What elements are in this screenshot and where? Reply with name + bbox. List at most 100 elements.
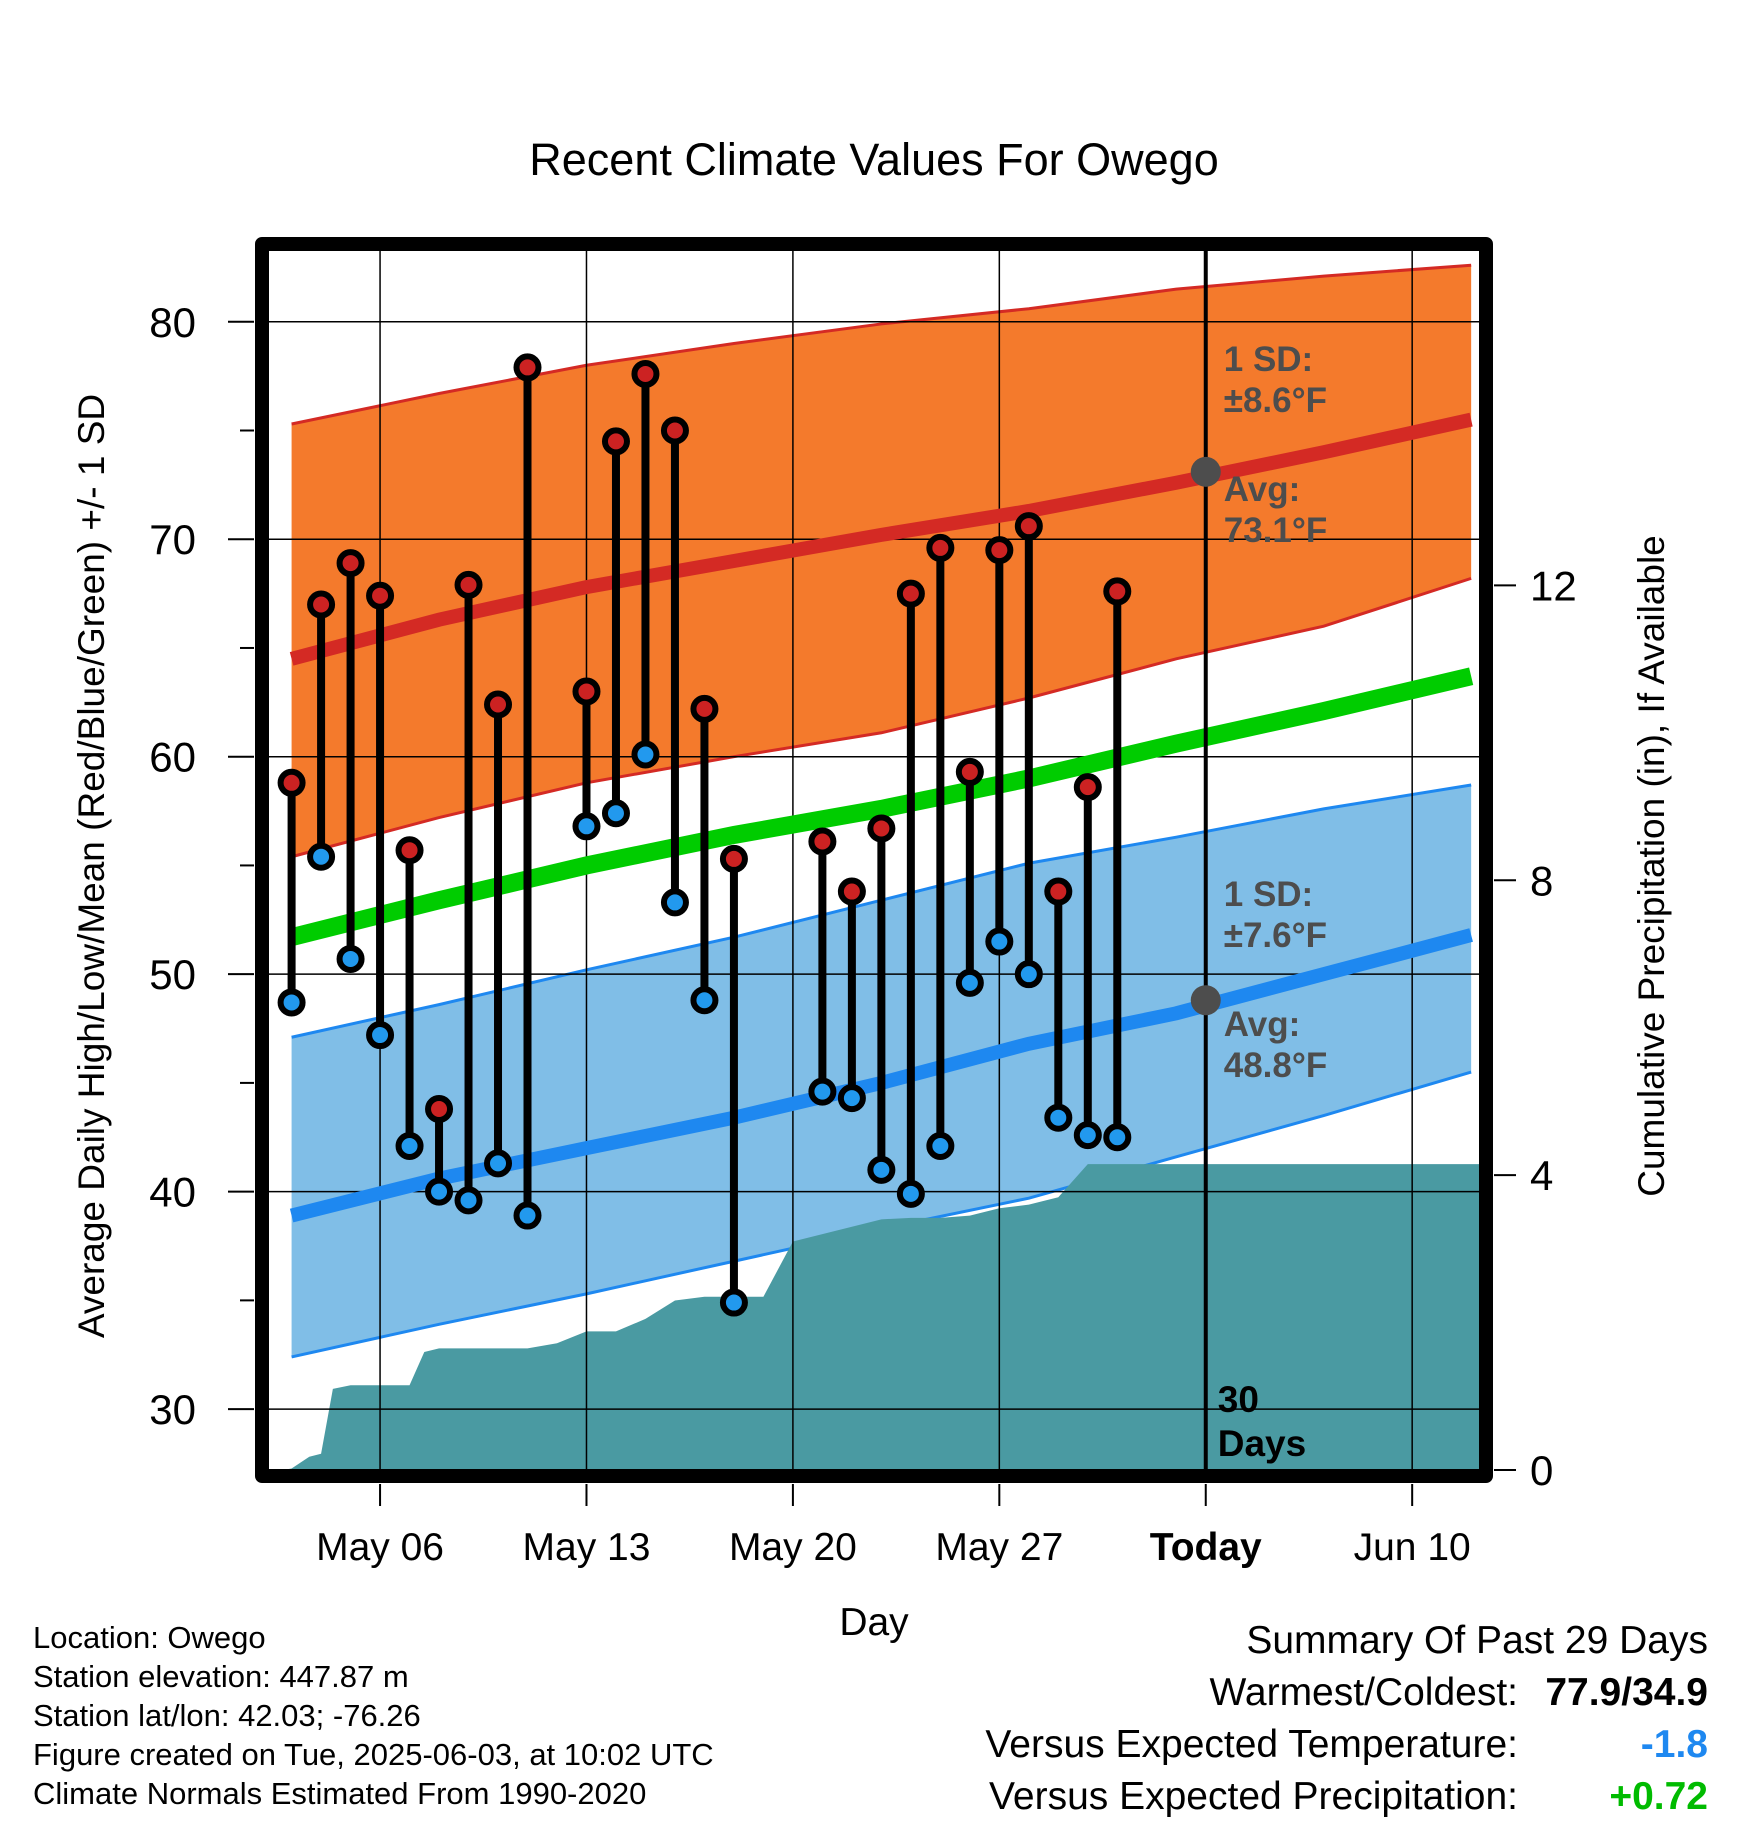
daily-high-point [837, 877, 866, 906]
daily-low-point [1103, 1123, 1132, 1152]
y2-tick-label: 4 [1530, 1152, 1553, 1199]
low-sd-annotation: 1 SD: ±7.6°F [1224, 875, 1327, 955]
x-tick-label: May 13 [523, 1526, 651, 1569]
daily-low-point [1014, 960, 1043, 989]
y-tick-label: 60 [149, 734, 196, 781]
daily-high-point [719, 844, 748, 873]
daily-low-point [631, 740, 660, 769]
y-axis-label: Average Daily High/Low/Mean (Red/Blue/Gr… [71, 394, 112, 1338]
daily-high-point [336, 549, 365, 578]
daily-high-point [867, 814, 896, 843]
daily-low-point [277, 988, 306, 1017]
y2-tick-label: 8 [1530, 857, 1553, 904]
daily-low-point [837, 1084, 866, 1113]
normals-text: Climate Normals Estimated From 1990-2020 [33, 1776, 647, 1811]
daily-low-point [896, 1179, 925, 1208]
mean-normal-line [289, 667, 1474, 946]
daily-low-point [1044, 1103, 1073, 1132]
y2-tick-label: 0 [1530, 1447, 1553, 1494]
chart-title: Recent Climate Values For Owego [529, 134, 1218, 185]
daily-low-point [926, 1131, 955, 1160]
daily-high-point [572, 677, 601, 706]
daily-low-point [808, 1077, 837, 1106]
y-tick-label: 50 [149, 951, 196, 998]
daily-high-point [454, 570, 483, 599]
daily-low-point [425, 1177, 454, 1206]
y-tick-label: 70 [149, 516, 196, 563]
temp-label: Versus Expected Temperature: [985, 1723, 1518, 1766]
high-band-edge [291, 576, 1472, 859]
daily-low-point [484, 1149, 513, 1178]
daily-low-point [1073, 1121, 1102, 1150]
station-info: Location: Owego Station elevation: 447.8… [33, 1618, 714, 1813]
precip-label: Versus Expected Precipitation: [989, 1775, 1518, 1818]
summary-row-precip: Versus Expected Precipitation: +0.72 [985, 1771, 1708, 1823]
high-normal-line [289, 412, 1473, 666]
y-tick-label: 30 [149, 1386, 196, 1433]
daily-high-point [660, 416, 689, 445]
daily-high-point [1014, 512, 1043, 541]
location-text: Location: Owego [33, 1620, 266, 1655]
daily-high-point [896, 579, 925, 608]
daily-low-point [336, 944, 365, 973]
high-avg-annotation: Avg: 73.1°F [1224, 470, 1328, 550]
daily-low-point [395, 1131, 424, 1160]
daily-low-point [660, 888, 689, 917]
daily-low-point [307, 842, 336, 871]
daily-high-point [955, 757, 984, 786]
daily-low-point [513, 1201, 542, 1230]
today-low-avg-dot [1190, 985, 1221, 1016]
warm-cold-label: Warmest/Coldest: [1209, 1671, 1518, 1714]
today-high-avg-dot [1190, 456, 1221, 487]
x-tick-label: Jun 10 [1354, 1526, 1471, 1569]
daily-high-point [425, 1095, 454, 1124]
daily-low-point [572, 812, 601, 841]
daily-high-point [277, 768, 306, 797]
daily-high-point [690, 694, 719, 723]
precip-area [282, 1164, 1480, 1470]
daily-low-point [366, 1021, 395, 1050]
summary-panel: Summary Of Past 29 Days Warmest/Coldest:… [985, 1615, 1708, 1823]
x-tick-label: May 27 [935, 1526, 1063, 1569]
daily-low-point [985, 927, 1014, 956]
warm-cold-value: 77.9/34.9 [1545, 1671, 1708, 1714]
daily-high-point [985, 536, 1014, 565]
daily-high-point [1044, 877, 1073, 906]
created-text: Figure created on Tue, 2025-06-03, at 10… [33, 1737, 714, 1772]
daily-high-point [1073, 773, 1102, 802]
daily-high-point [808, 827, 837, 856]
daily-high-point [601, 427, 630, 456]
high-sd-annotation: 1 SD: ±8.6°F [1224, 340, 1327, 420]
x-tick-label: May 06 [316, 1526, 444, 1569]
daily-high-point [484, 690, 513, 719]
daily-high-point [631, 359, 660, 388]
y-tick-label: 80 [149, 299, 196, 346]
elevation-text: Station elevation: 447.87 m [33, 1659, 409, 1694]
temp-value: -1.8 [1640, 1723, 1708, 1766]
x-tick-label: May 20 [729, 1526, 857, 1569]
summary-row-warm-cold: Warmest/Coldest: 77.9/34.9 [985, 1667, 1708, 1719]
x-axis-label: Day [839, 1601, 909, 1644]
daily-low-point [690, 986, 719, 1015]
daily-low-point [867, 1155, 896, 1184]
precip-value: +0.72 [1609, 1775, 1708, 1818]
y2-tick-label: 12 [1530, 562, 1577, 609]
latlon-text: Station lat/lon: 42.03; -76.26 [33, 1698, 421, 1733]
y2-axis-label: Cumulative Precipitation (in), If Availa… [1631, 535, 1672, 1197]
x-tick-label: Today [1150, 1526, 1262, 1569]
daily-high-point [513, 353, 542, 382]
daily-low-point [601, 799, 630, 828]
daily-high-point [366, 581, 395, 610]
high-band-edge [291, 263, 1472, 426]
days-annotation: 30 Days [1218, 1379, 1306, 1464]
low-avg-annotation: Avg: 48.8°F [1224, 1005, 1328, 1085]
plot-content [268, 250, 1480, 1470]
daily-low-point [454, 1186, 483, 1215]
daily-high-point [1103, 577, 1132, 606]
daily-high-point [395, 836, 424, 865]
y-tick-label: 40 [149, 1169, 196, 1216]
summary-title: Summary Of Past 29 Days [1246, 1619, 1708, 1662]
daily-low-point [955, 968, 984, 997]
summary-row-temp: Versus Expected Temperature: -1.8 [985, 1719, 1708, 1771]
